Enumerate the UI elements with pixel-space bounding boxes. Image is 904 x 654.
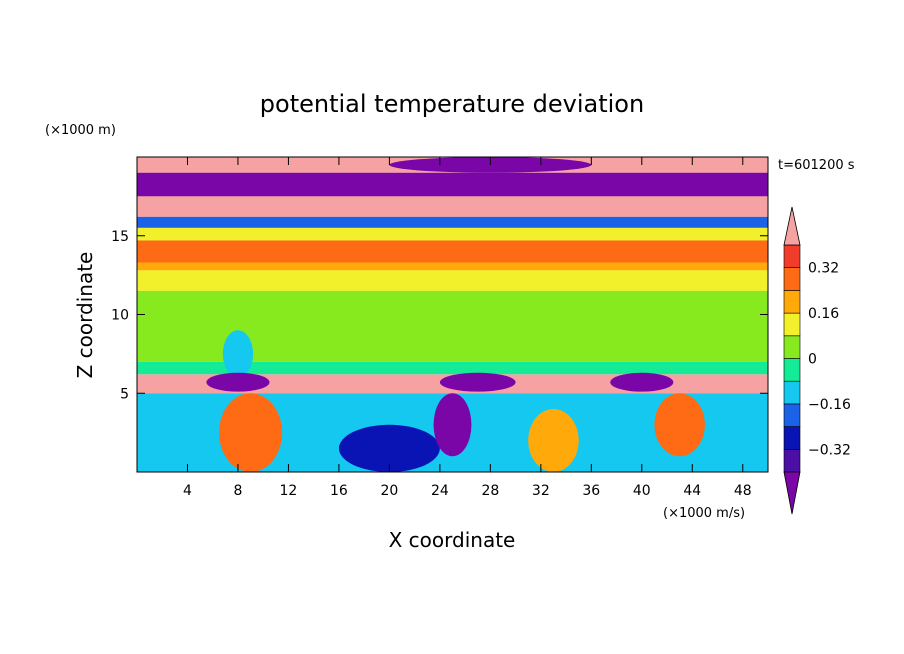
x-tick-label: 28 — [481, 483, 499, 499]
colorbar-segment — [783, 380, 801, 405]
chart-title: potential temperature deviation — [260, 90, 644, 118]
field-band — [137, 227, 768, 241]
field-blob — [528, 409, 579, 472]
colorbar-tick-label: 0 — [808, 352, 817, 368]
x-axis: 4 8 12 16 20 24 28 32 36 40 44 48 — [183, 157, 752, 499]
x-tick-label: 44 — [683, 483, 701, 499]
field-band — [137, 361, 768, 375]
x-tick-label: 32 — [532, 483, 550, 499]
plot-area — [137, 157, 768, 472]
x-axis-label: X coordinate — [389, 528, 516, 552]
colorbar-segment — [783, 312, 801, 337]
field-blob — [222, 330, 254, 378]
x-tick-label: 4 — [183, 483, 192, 499]
field-band — [137, 172, 768, 197]
colorbar-segment — [783, 448, 801, 473]
x-tick-label: 48 — [734, 483, 752, 499]
x-tick-label: 36 — [582, 483, 600, 499]
colorbar-tick-label: 0.32 — [808, 261, 839, 277]
y-axis-label: Z coordinate — [73, 252, 97, 379]
field-blob — [610, 372, 674, 392]
field-blob — [654, 393, 705, 457]
y-axis: 5 10 15 — [111, 229, 768, 402]
field-blob — [219, 393, 283, 472]
x-tick-label: 16 — [330, 483, 348, 499]
y-tick-label: 10 — [111, 308, 129, 324]
x-tick-label: 20 — [380, 483, 398, 499]
colorbar-segment — [783, 335, 801, 359]
colorbar-segment — [783, 426, 801, 450]
colorbar: 0.32 0.16 0 −0.16 −0.32 — [783, 206, 851, 515]
field-band — [137, 270, 768, 291]
x-tick-label: 12 — [280, 483, 298, 499]
colorbar-segment — [783, 358, 801, 382]
field-band — [137, 251, 768, 263]
time-label: t=601200 s — [778, 158, 855, 173]
field-band — [137, 262, 768, 271]
field-blob — [433, 393, 472, 457]
colorbar-bottom-extend — [783, 471, 801, 515]
colorbar-segment — [783, 244, 801, 269]
colorbar-segment — [783, 403, 801, 427]
colorbar-top-extend — [783, 206, 801, 246]
x-tick-label: 8 — [233, 483, 242, 499]
colorbar-segment — [783, 290, 801, 314]
y-unit-label: (×1000 m) — [45, 123, 116, 138]
y-tick-label: 5 — [120, 386, 129, 402]
y-tick-label: 15 — [111, 229, 129, 245]
colorbar-tick-label: 0.16 — [808, 306, 839, 322]
x-unit-label: (×1000 m/s) — [663, 506, 745, 521]
field-blob — [338, 424, 440, 472]
x-tick-label: 24 — [431, 483, 449, 499]
field-blob — [206, 372, 270, 392]
colorbar-tick-label: −0.16 — [808, 397, 851, 413]
colorbar-tick-label: −0.32 — [808, 442, 851, 458]
field-band — [137, 240, 768, 252]
field-blob — [439, 372, 516, 392]
field-band — [137, 216, 768, 228]
x-tick-label: 40 — [633, 483, 651, 499]
field-band — [137, 196, 768, 217]
colorbar-segment — [783, 267, 801, 291]
